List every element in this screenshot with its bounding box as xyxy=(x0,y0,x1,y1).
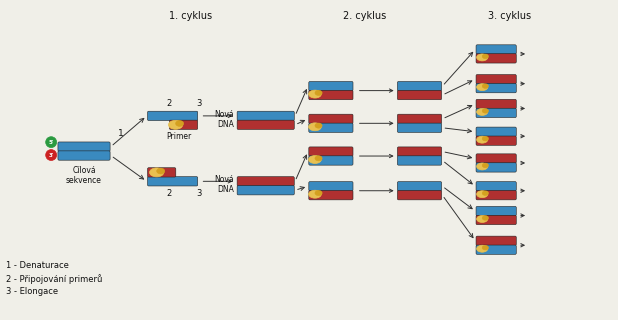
FancyBboxPatch shape xyxy=(476,163,516,172)
FancyBboxPatch shape xyxy=(476,182,516,191)
FancyBboxPatch shape xyxy=(397,123,442,132)
FancyBboxPatch shape xyxy=(476,236,516,245)
Text: 3: 3 xyxy=(196,189,201,198)
Text: 3': 3' xyxy=(48,153,54,157)
Ellipse shape xyxy=(315,190,322,196)
Ellipse shape xyxy=(482,54,488,59)
FancyBboxPatch shape xyxy=(397,114,442,124)
FancyBboxPatch shape xyxy=(309,182,353,191)
FancyBboxPatch shape xyxy=(309,114,353,124)
FancyBboxPatch shape xyxy=(476,154,516,163)
FancyBboxPatch shape xyxy=(476,99,516,109)
Ellipse shape xyxy=(308,190,321,198)
FancyBboxPatch shape xyxy=(476,45,516,54)
Ellipse shape xyxy=(476,191,488,198)
FancyBboxPatch shape xyxy=(309,82,353,91)
FancyBboxPatch shape xyxy=(148,111,198,121)
FancyBboxPatch shape xyxy=(309,123,353,132)
Ellipse shape xyxy=(476,136,488,143)
FancyBboxPatch shape xyxy=(476,108,516,117)
Ellipse shape xyxy=(482,136,488,141)
FancyBboxPatch shape xyxy=(169,120,198,130)
Ellipse shape xyxy=(482,245,488,250)
Ellipse shape xyxy=(476,108,488,116)
Ellipse shape xyxy=(476,163,488,170)
FancyBboxPatch shape xyxy=(237,120,294,130)
FancyBboxPatch shape xyxy=(476,127,516,136)
Ellipse shape xyxy=(315,123,322,128)
FancyBboxPatch shape xyxy=(309,156,353,165)
FancyBboxPatch shape xyxy=(476,136,516,145)
FancyBboxPatch shape xyxy=(397,147,442,156)
Text: 1: 1 xyxy=(118,129,124,138)
Ellipse shape xyxy=(169,120,183,129)
Ellipse shape xyxy=(482,191,488,196)
Text: 1. cyklus: 1. cyklus xyxy=(169,11,212,21)
Ellipse shape xyxy=(308,123,321,131)
Ellipse shape xyxy=(315,156,322,161)
FancyBboxPatch shape xyxy=(397,82,442,91)
Circle shape xyxy=(46,137,57,148)
FancyBboxPatch shape xyxy=(309,190,353,200)
FancyBboxPatch shape xyxy=(309,91,353,100)
Ellipse shape xyxy=(308,156,321,164)
FancyBboxPatch shape xyxy=(309,147,353,156)
Circle shape xyxy=(46,149,57,161)
Ellipse shape xyxy=(157,168,165,174)
Text: 2. cyklus: 2. cyklus xyxy=(343,11,386,21)
Text: Primer: Primer xyxy=(167,132,192,141)
Text: 3: 3 xyxy=(196,100,201,108)
Ellipse shape xyxy=(315,90,322,95)
FancyBboxPatch shape xyxy=(58,151,110,160)
Text: 2: 2 xyxy=(166,189,171,198)
Ellipse shape xyxy=(476,54,488,61)
FancyBboxPatch shape xyxy=(476,75,516,84)
FancyBboxPatch shape xyxy=(237,111,294,121)
FancyBboxPatch shape xyxy=(397,190,442,200)
Ellipse shape xyxy=(176,121,184,126)
Ellipse shape xyxy=(482,163,488,168)
Ellipse shape xyxy=(476,84,488,91)
FancyBboxPatch shape xyxy=(476,206,516,216)
Ellipse shape xyxy=(482,84,488,88)
Text: Cílová
sekvence: Cílová sekvence xyxy=(66,166,102,185)
FancyBboxPatch shape xyxy=(476,190,516,200)
FancyBboxPatch shape xyxy=(476,54,516,63)
Text: 2 - Připojování primerů: 2 - Připojování primerů xyxy=(6,274,103,284)
Text: 3 - Elongace: 3 - Elongace xyxy=(6,287,59,296)
Text: 2: 2 xyxy=(166,100,171,108)
FancyBboxPatch shape xyxy=(397,156,442,165)
Ellipse shape xyxy=(482,108,488,113)
FancyBboxPatch shape xyxy=(476,84,516,93)
Ellipse shape xyxy=(150,168,164,177)
Ellipse shape xyxy=(482,216,488,220)
Text: 1 - Denaturace: 1 - Denaturace xyxy=(6,261,69,270)
FancyBboxPatch shape xyxy=(148,168,176,177)
Ellipse shape xyxy=(308,90,321,98)
FancyBboxPatch shape xyxy=(476,245,516,254)
Ellipse shape xyxy=(476,245,488,252)
FancyBboxPatch shape xyxy=(148,177,198,186)
Text: Nová
DNA: Nová DNA xyxy=(214,175,234,195)
FancyBboxPatch shape xyxy=(58,142,110,151)
Text: 3. cyklus: 3. cyklus xyxy=(488,11,531,21)
FancyBboxPatch shape xyxy=(397,91,442,100)
FancyBboxPatch shape xyxy=(476,215,516,225)
FancyBboxPatch shape xyxy=(397,182,442,191)
Text: 5': 5' xyxy=(48,140,54,145)
FancyBboxPatch shape xyxy=(237,177,294,186)
Text: Nová
DNA: Nová DNA xyxy=(214,110,234,129)
FancyBboxPatch shape xyxy=(237,186,294,195)
Ellipse shape xyxy=(476,215,488,222)
